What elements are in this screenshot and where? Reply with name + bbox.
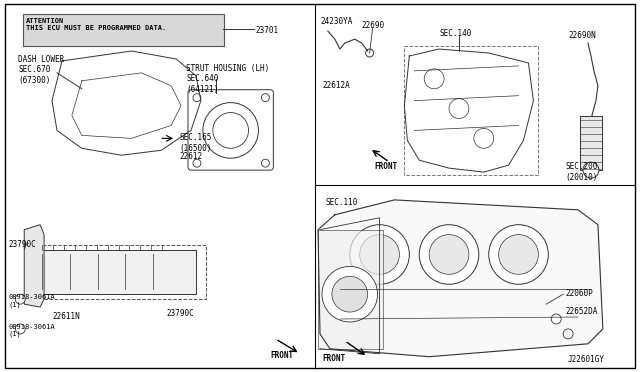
- Circle shape: [489, 225, 548, 284]
- Circle shape: [213, 113, 248, 148]
- Bar: [404, 46, 538, 175]
- Circle shape: [429, 235, 469, 274]
- Text: J22601GY: J22601GY: [568, 355, 605, 364]
- Circle shape: [360, 235, 399, 274]
- Circle shape: [583, 162, 599, 178]
- Circle shape: [474, 128, 493, 148]
- Polygon shape: [24, 225, 44, 307]
- Text: 24230YA: 24230YA: [320, 17, 353, 26]
- Circle shape: [332, 276, 367, 312]
- Circle shape: [193, 94, 201, 102]
- Circle shape: [419, 225, 479, 284]
- FancyBboxPatch shape: [188, 90, 273, 170]
- Text: 22611N: 22611N: [52, 312, 80, 321]
- Bar: [580, 116, 602, 170]
- Circle shape: [350, 225, 410, 284]
- Text: 22060P: 22060P: [565, 289, 593, 298]
- Circle shape: [262, 159, 269, 167]
- Polygon shape: [318, 200, 603, 357]
- Text: 23790C: 23790C: [8, 240, 36, 248]
- Circle shape: [203, 103, 259, 158]
- Text: 23701: 23701: [255, 26, 278, 35]
- Circle shape: [551, 314, 561, 324]
- Circle shape: [563, 329, 573, 339]
- Text: DASH LOWER
SEC.670
(67300): DASH LOWER SEC.670 (67300): [19, 55, 65, 85]
- Text: FRONT: FRONT: [322, 354, 345, 363]
- Circle shape: [15, 324, 25, 334]
- Text: FRONT: FRONT: [270, 351, 294, 360]
- Text: SEC.140: SEC.140: [439, 29, 472, 38]
- Text: STRUT HOUSING (LH)
SEC.640
(64121): STRUT HOUSING (LH) SEC.640 (64121): [186, 64, 269, 94]
- Text: ATTENTION
THIS ECU MUST BE PROGRAMMED DATA.: ATTENTION THIS ECU MUST BE PROGRAMMED DA…: [26, 18, 166, 31]
- Text: SEC.200
(20010): SEC.200 (20010): [565, 162, 598, 182]
- Bar: [318, 230, 383, 349]
- Text: 22612: 22612: [179, 152, 202, 161]
- Circle shape: [499, 235, 538, 274]
- Circle shape: [365, 49, 374, 57]
- Text: FRONT: FRONT: [374, 162, 397, 171]
- Circle shape: [193, 159, 201, 167]
- Circle shape: [424, 69, 444, 89]
- Text: SEC.110: SEC.110: [326, 198, 358, 207]
- Text: 23790C: 23790C: [166, 309, 194, 318]
- Circle shape: [262, 94, 269, 102]
- Text: 22690N: 22690N: [568, 31, 596, 40]
- Text: SEC.165
(16500): SEC.165 (16500): [179, 134, 211, 153]
- Circle shape: [449, 99, 469, 119]
- Text: 08918-3061A
(1): 08918-3061A (1): [8, 324, 55, 337]
- Bar: [32, 244, 206, 299]
- FancyBboxPatch shape: [23, 14, 224, 46]
- Circle shape: [15, 294, 25, 304]
- Text: 22652DA: 22652DA: [565, 307, 598, 316]
- Text: 22612A: 22612A: [322, 81, 349, 90]
- Text: 08918-3061A
(1): 08918-3061A (1): [8, 294, 55, 308]
- Text: 22690: 22690: [362, 21, 385, 30]
- Circle shape: [322, 266, 378, 322]
- Bar: [37, 250, 196, 294]
